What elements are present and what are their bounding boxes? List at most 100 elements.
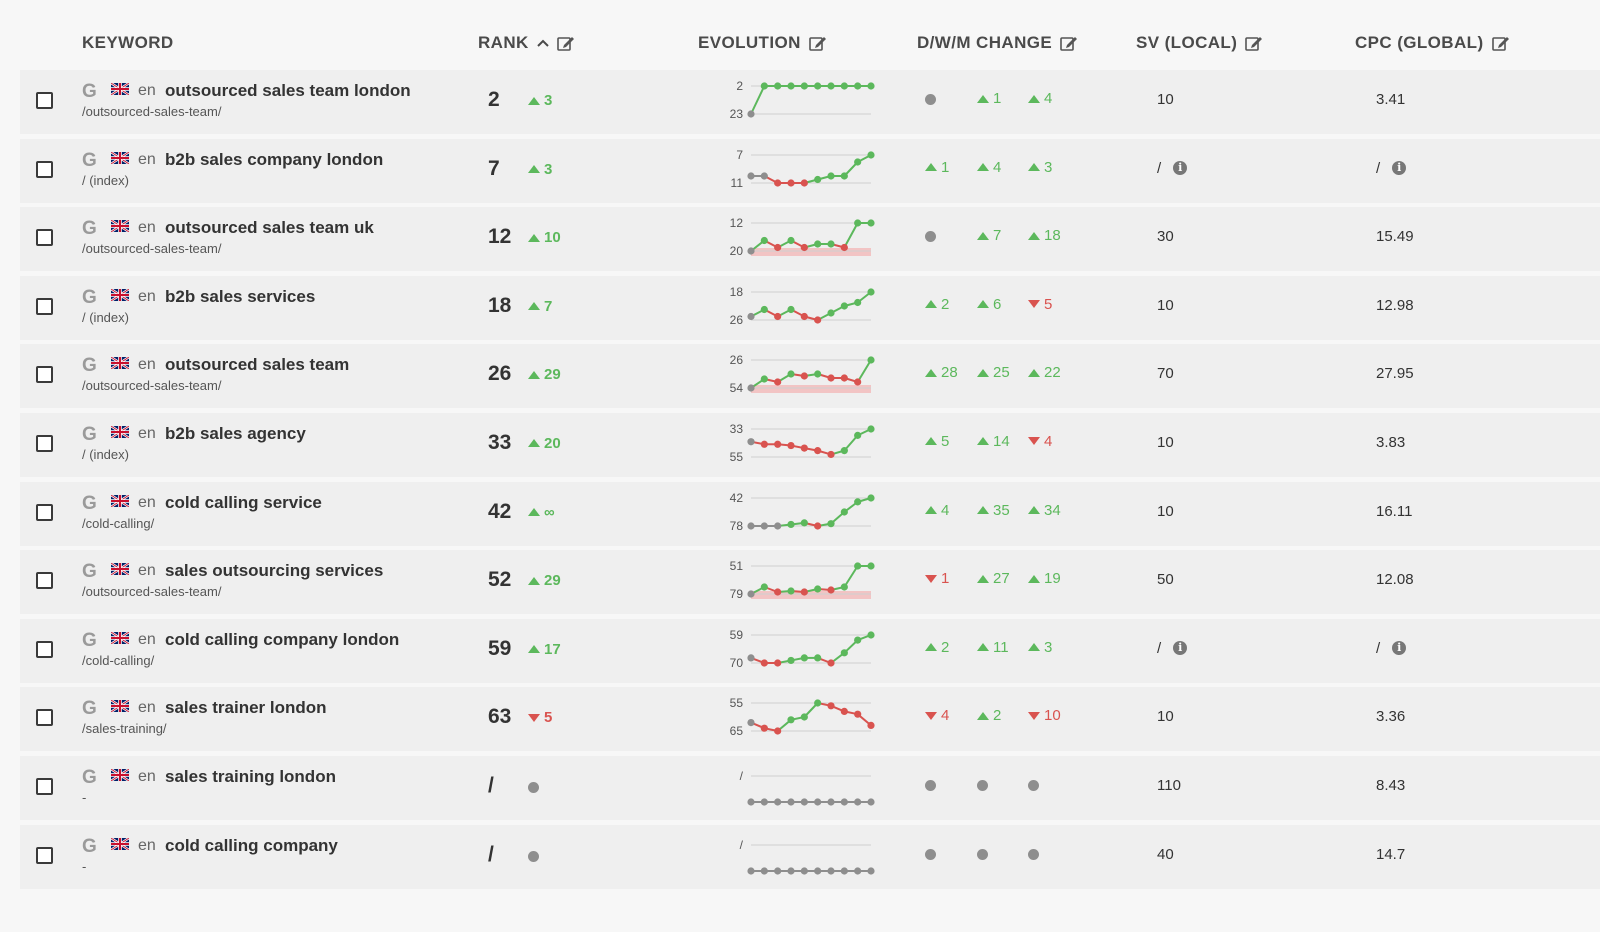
target-url[interactable]: /outsourced-sales-team/ xyxy=(82,378,222,394)
keyword-text[interactable]: outsourced sales team uk xyxy=(165,218,374,238)
arrow-up-icon xyxy=(528,96,540,105)
arrow-up-icon xyxy=(1028,643,1040,652)
cpc-column-header[interactable]: CPC (GLOBAL) xyxy=(1355,33,1510,53)
row-checkbox[interactable] xyxy=(36,229,53,247)
keyword-text[interactable]: sales training london xyxy=(165,766,336,786)
evolution-sparkline[interactable]: / xyxy=(705,831,885,883)
search-volume-value: 110 xyxy=(1157,776,1181,794)
evolution-point xyxy=(854,378,862,386)
monthly-change: 19 xyxy=(1028,570,1061,587)
keyword-text[interactable]: b2b sales services xyxy=(165,286,316,306)
search-volume-value: / xyxy=(1157,159,1162,177)
keyword-text[interactable]: sales outsourcing services xyxy=(165,561,384,581)
evolution-sparkline[interactable]: 26 54 xyxy=(705,350,885,402)
change-value: 29 xyxy=(544,572,561,590)
row-checkbox[interactable] xyxy=(36,366,53,384)
arrow-up-icon xyxy=(925,163,937,172)
row-checkbox[interactable] xyxy=(36,503,53,521)
info-icon[interactable]: i xyxy=(1392,161,1407,176)
change-column-header[interactable]: D/W/M CHANGE xyxy=(917,33,1078,53)
target-url[interactable]: - xyxy=(82,858,87,874)
change-value: 4 xyxy=(1044,432,1053,450)
target-url[interactable]: /cold-calling/ xyxy=(82,515,155,531)
row-checkbox[interactable] xyxy=(36,160,53,178)
evolution-sparkline[interactable]: / xyxy=(705,762,885,814)
language-label: en xyxy=(138,356,156,374)
keyword-text[interactable]: b2b sales agency xyxy=(165,423,306,443)
target-url[interactable]: /sales-training/ xyxy=(82,721,167,737)
sv-column-header[interactable]: SV (LOCAL) xyxy=(1136,33,1263,53)
evolution-point xyxy=(854,497,862,506)
keyword-text[interactable]: cold calling company london xyxy=(165,629,400,649)
row-checkbox[interactable] xyxy=(36,297,53,315)
keyword-text[interactable]: b2b sales company london xyxy=(165,149,384,169)
evolution-sparkline[interactable]: 59 70 xyxy=(705,625,885,677)
row-checkbox[interactable] xyxy=(36,709,53,727)
edit-icon[interactable] xyxy=(808,34,827,52)
evolution-point xyxy=(760,798,768,806)
target-url[interactable]: - xyxy=(82,789,87,805)
target-url[interactable]: / (index) xyxy=(82,172,129,188)
keyword-text[interactable]: cold calling service xyxy=(165,492,322,512)
language-label: en xyxy=(138,562,156,580)
evolution-point xyxy=(787,82,795,90)
target-url[interactable]: / (index) xyxy=(82,446,129,462)
keyword-text[interactable]: cold calling company xyxy=(165,835,338,855)
evolution-point xyxy=(854,82,862,90)
row-checkbox[interactable] xyxy=(36,846,53,864)
info-icon[interactable]: i xyxy=(1173,161,1188,176)
evolution-sparkline[interactable]: 42 78 xyxy=(705,488,885,540)
evolution-sparkline[interactable]: 55 65 xyxy=(705,693,885,745)
evolution-point xyxy=(867,219,875,227)
target-url[interactable]: / (index) xyxy=(82,309,129,325)
edit-icon[interactable] xyxy=(1491,34,1510,52)
edit-icon[interactable] xyxy=(556,34,575,52)
sort-ascending-icon[interactable] xyxy=(537,39,549,47)
monthly-change: 3 xyxy=(1028,159,1052,176)
target-url[interactable]: /outsourced-sales-team/ xyxy=(82,104,222,119)
target-url[interactable]: /outsourced-sales-team/ xyxy=(82,584,222,600)
evolution-sparkline[interactable]: 33 55 xyxy=(705,419,885,471)
evolution-point xyxy=(840,374,848,382)
row-checkbox[interactable] xyxy=(36,572,53,590)
evolution-column-header[interactable]: EVOLUTION xyxy=(698,33,827,53)
row-checkbox[interactable] xyxy=(36,777,53,795)
keyword-text[interactable]: sales trainer london xyxy=(165,698,327,718)
evolution-sparkline[interactable]: 51 79 xyxy=(705,556,885,608)
row-checkbox[interactable] xyxy=(36,92,53,109)
table-header: KEYWORD RANK EVOLUTION D/W/M CHANGE SV (… xyxy=(0,0,1600,70)
evolution-sparkline[interactable]: 7 11 xyxy=(705,145,885,197)
rank-column-header[interactable]: RANK xyxy=(478,33,575,53)
edit-icon[interactable] xyxy=(1060,34,1078,52)
rank-value: 12 xyxy=(488,225,512,249)
evolution-sparkline[interactable]: 12 20 xyxy=(705,213,885,265)
info-icon[interactable]: i xyxy=(1173,641,1188,656)
row-checkbox[interactable] xyxy=(36,434,53,452)
edit-icon[interactable] xyxy=(1245,34,1263,52)
keyword-column-header[interactable]: KEYWORD xyxy=(82,33,174,52)
keyword-text[interactable]: outsourced sales team xyxy=(165,355,350,375)
keyword-text[interactable]: outsourced sales team london xyxy=(165,81,411,100)
target-url[interactable]: /outsourced-sales-team/ xyxy=(82,241,222,257)
change-value: 4 xyxy=(1044,90,1053,107)
row-checkbox[interactable] xyxy=(36,640,53,658)
evolution-bottom-label: 26 xyxy=(730,313,744,327)
evolution-sparkline[interactable]: 2 23 xyxy=(705,76,885,128)
target-url[interactable]: /cold-calling/ xyxy=(82,652,155,668)
search-volume: 10 xyxy=(1157,297,1174,314)
rank-change: 10 xyxy=(528,229,561,246)
info-icon[interactable]: i xyxy=(1392,641,1407,656)
